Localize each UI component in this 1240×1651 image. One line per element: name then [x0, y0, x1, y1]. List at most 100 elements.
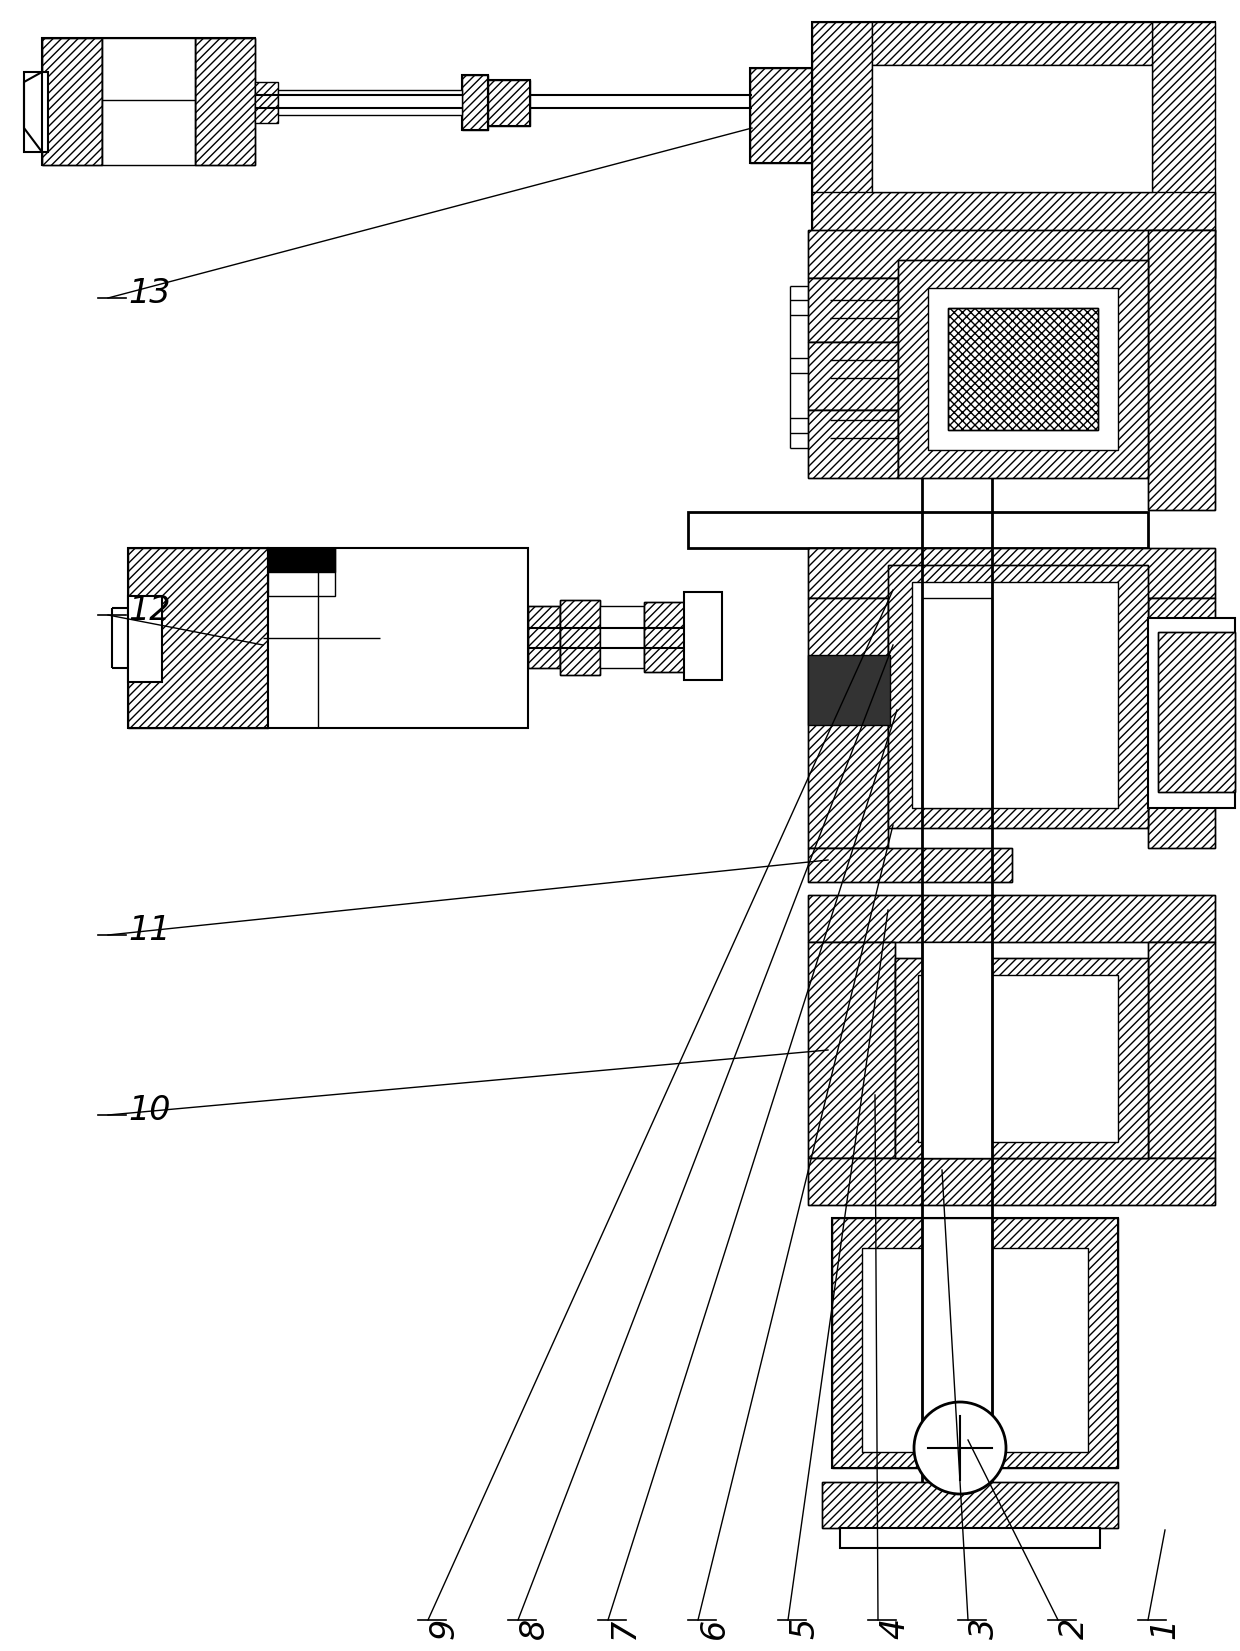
- Bar: [949, 309, 1097, 429]
- Bar: [898, 259, 1148, 479]
- Text: 9: 9: [428, 1618, 461, 1639]
- Bar: [923, 943, 992, 1157]
- Bar: [808, 849, 1012, 882]
- Bar: [1148, 943, 1215, 1157]
- Bar: [128, 548, 268, 728]
- Bar: [832, 1218, 1118, 1468]
- Bar: [1148, 229, 1215, 510]
- Bar: [928, 287, 1118, 451]
- Bar: [1148, 229, 1215, 510]
- Bar: [1148, 598, 1215, 849]
- Bar: [1148, 943, 1215, 1157]
- Bar: [24, 73, 48, 152]
- Bar: [895, 958, 1148, 1157]
- Bar: [918, 976, 1118, 1142]
- Bar: [489, 79, 529, 125]
- Bar: [911, 583, 1118, 807]
- Bar: [1152, 21, 1215, 229]
- Bar: [808, 548, 1215, 598]
- Bar: [560, 599, 600, 675]
- Bar: [888, 565, 1148, 829]
- Bar: [839, 1527, 1100, 1549]
- Bar: [808, 409, 898, 479]
- Bar: [888, 565, 1148, 829]
- Bar: [463, 74, 489, 130]
- Bar: [1148, 598, 1215, 849]
- Bar: [688, 512, 1148, 548]
- Bar: [1158, 632, 1235, 792]
- Bar: [832, 1218, 1118, 1468]
- Bar: [644, 603, 684, 672]
- Bar: [923, 1218, 992, 1468]
- Bar: [808, 598, 888, 849]
- Bar: [808, 849, 1012, 882]
- Bar: [898, 259, 1148, 479]
- Bar: [808, 1157, 1215, 1205]
- Text: 8: 8: [518, 1618, 551, 1639]
- Text: 7: 7: [608, 1618, 641, 1639]
- Bar: [822, 1483, 1118, 1527]
- Text: 3: 3: [968, 1618, 1001, 1639]
- Bar: [808, 342, 898, 409]
- Bar: [808, 277, 898, 342]
- Bar: [808, 277, 898, 342]
- Bar: [812, 21, 1215, 229]
- Bar: [872, 64, 1152, 192]
- Text: 1: 1: [1148, 1618, 1180, 1639]
- Bar: [489, 79, 529, 125]
- Bar: [128, 596, 162, 682]
- Bar: [195, 38, 255, 165]
- Text: 13: 13: [128, 276, 171, 309]
- Bar: [255, 83, 278, 124]
- Bar: [268, 548, 335, 596]
- Text: 12: 12: [128, 593, 171, 626]
- Bar: [808, 895, 1215, 943]
- Circle shape: [914, 1402, 1006, 1494]
- Bar: [808, 655, 890, 725]
- Text: 11: 11: [128, 913, 171, 946]
- Bar: [528, 606, 560, 669]
- Bar: [808, 229, 1215, 277]
- Bar: [808, 943, 895, 1157]
- Bar: [42, 38, 102, 165]
- Text: 6: 6: [698, 1618, 732, 1639]
- Bar: [278, 91, 463, 116]
- Bar: [600, 606, 644, 669]
- Bar: [644, 603, 684, 672]
- Text: 5: 5: [787, 1618, 821, 1639]
- Bar: [42, 38, 255, 165]
- Bar: [268, 548, 335, 571]
- Bar: [1148, 617, 1235, 807]
- Text: 2: 2: [1058, 1618, 1091, 1639]
- Bar: [895, 958, 1148, 1157]
- Bar: [923, 598, 992, 807]
- Bar: [808, 409, 898, 479]
- Bar: [808, 895, 1215, 943]
- Bar: [862, 1248, 1087, 1451]
- Bar: [268, 548, 528, 728]
- Bar: [750, 68, 812, 163]
- Bar: [949, 309, 1097, 429]
- Bar: [808, 229, 1215, 277]
- Bar: [872, 21, 1152, 64]
- Bar: [808, 342, 898, 409]
- Bar: [684, 593, 722, 680]
- Bar: [1158, 632, 1235, 792]
- Bar: [463, 74, 489, 130]
- Bar: [808, 1157, 1215, 1205]
- Bar: [528, 606, 560, 669]
- Bar: [560, 599, 600, 675]
- Bar: [808, 548, 1215, 598]
- Bar: [822, 1483, 1118, 1527]
- Text: 4: 4: [878, 1618, 911, 1639]
- Bar: [812, 21, 872, 229]
- Bar: [808, 598, 888, 849]
- Bar: [750, 68, 812, 163]
- Text: 10: 10: [128, 1093, 171, 1126]
- Bar: [812, 192, 1215, 233]
- Bar: [128, 548, 268, 728]
- Bar: [42, 38, 102, 165]
- Bar: [808, 943, 895, 1157]
- Bar: [195, 38, 255, 165]
- Bar: [102, 38, 195, 165]
